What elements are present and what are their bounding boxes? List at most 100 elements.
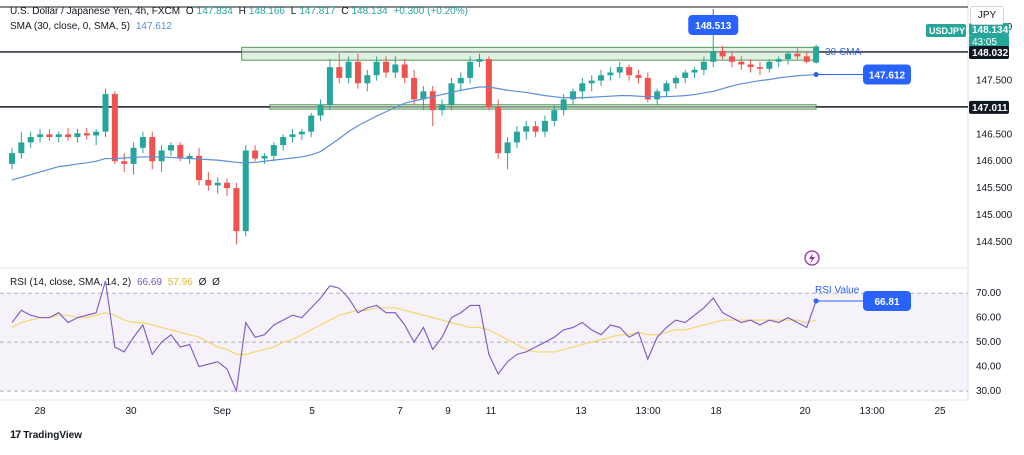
candle-body	[485, 59, 492, 108]
top-callout-bg	[688, 15, 739, 35]
event-bolt-icon	[809, 253, 815, 264]
rsi-value: 66.69	[136, 277, 162, 288]
candle-body	[261, 155, 268, 159]
candle-body	[457, 77, 464, 84]
low-value: 147.817	[299, 6, 336, 17]
currency-button[interactable]: JPY	[970, 6, 1004, 25]
candle-body	[158, 150, 165, 162]
candle-body	[401, 64, 408, 78]
rsi-tick-label: 40.00	[976, 362, 1001, 373]
rsi-tick-label: 60.00	[976, 313, 1001, 324]
candle-body	[663, 83, 670, 92]
price-tick-label: 146.000	[976, 156, 1013, 167]
time-tick-label: 20	[799, 406, 811, 417]
price-tick-label: 147.500	[976, 76, 1013, 87]
candle-body	[270, 145, 277, 156]
candle-body	[439, 104, 446, 111]
symbol-title: U.S. Dollar / Japanese Yen, 4h, FXCM	[10, 6, 181, 17]
candle-body	[570, 91, 576, 100]
time-tick-label: 25	[934, 406, 946, 417]
rsi-tick-label: 30.00	[976, 386, 1001, 397]
zone-box-1	[269, 104, 817, 110]
symbol-header: U.S. Dollar / Japanese Yen, 4h, FXCM O 14…	[10, 6, 471, 17]
candle-body	[130, 147, 137, 164]
price-tick-label: 144.500	[976, 237, 1013, 248]
rsi-tick-label: 50.00	[976, 337, 1001, 348]
candle-body	[495, 107, 502, 154]
open-value: 147.834	[196, 6, 233, 17]
candle-body	[167, 145, 174, 151]
candle-body	[541, 120, 548, 132]
candle-body	[9, 153, 15, 164]
current-price-label-bg	[969, 23, 1009, 36]
level-low-label-bg	[969, 100, 1009, 114]
candle-body	[635, 75, 642, 78]
rsi-line	[11, 280, 817, 394]
candle-body	[738, 61, 745, 65]
tradingview-brand[interactable]: 17 TradingView	[10, 429, 82, 441]
candle-body	[364, 75, 371, 84]
candle-body	[551, 110, 558, 121]
rsi-tick-label: 70.00	[976, 288, 1001, 299]
candle-body	[476, 59, 483, 62]
rsi-extra-1: Ø	[198, 277, 207, 288]
change-value: +0.300 (+0.20%)	[393, 6, 468, 17]
rsi-ma-value: 57.96	[167, 277, 193, 288]
candle-body	[18, 142, 25, 154]
candle-body	[308, 115, 315, 132]
time-tick-label: 11	[486, 406, 497, 417]
candle-body	[326, 67, 333, 105]
candle-body	[644, 77, 651, 100]
time-tick-label: 9	[445, 406, 451, 417]
candle-body	[513, 131, 520, 143]
candle-body	[785, 53, 792, 60]
candle-body	[37, 134, 44, 138]
high-value: 148.166	[248, 6, 285, 17]
sma-callout-text: 30-SMA	[825, 47, 861, 58]
candle-body	[289, 134, 296, 138]
countdown-bg	[969, 36, 1009, 47]
tradingview-logo-icon: 17	[10, 429, 21, 441]
candle-body	[672, 77, 679, 84]
high-label: H	[238, 6, 246, 17]
candle-body	[383, 61, 389, 73]
candle-body	[186, 155, 193, 159]
low-label: L	[290, 6, 297, 17]
price-tick-label: 145.500	[976, 183, 1013, 194]
candle-body	[280, 137, 287, 146]
candle-body	[214, 182, 221, 186]
candle-body	[682, 72, 689, 78]
rsi-label: RSI (14, close, SMA, 14, 2)	[10, 277, 132, 288]
sma-line	[11, 73, 817, 181]
time-tick-label: 13:00	[859, 406, 884, 417]
current-price-label: 148.134	[972, 25, 1009, 36]
candle-body	[55, 134, 62, 138]
time-tick-label: 30	[125, 406, 137, 417]
level-high-label-bg	[969, 45, 1009, 59]
time-tick-label: 28	[34, 406, 46, 417]
open-label: O	[185, 6, 194, 17]
sma-header: SMA (30, close, 0, SMA, 5) 147.612	[10, 21, 175, 32]
candle-body	[598, 75, 605, 81]
level-low-label: 147.011	[972, 103, 1008, 114]
candle-body	[252, 150, 259, 159]
price-tick-label: 146.500	[976, 129, 1013, 140]
sma-value: 147.612	[135, 21, 172, 32]
candle-body	[467, 61, 474, 78]
rsi-callout-bg	[863, 290, 911, 311]
candle-body	[242, 150, 249, 232]
candle-body	[766, 61, 773, 69]
candle-body	[775, 59, 782, 62]
price-tick-label: 145.000	[976, 210, 1013, 221]
candle-body	[710, 51, 717, 62]
candle-body	[139, 137, 146, 148]
candle-body	[121, 161, 128, 164]
rsi-header: RSI (14, close, SMA, 14, 2) 66.69 57.96 …	[10, 277, 223, 288]
time-tick-label: 7	[397, 406, 403, 417]
candle-body	[27, 137, 34, 143]
countdown-label: 43:05	[972, 37, 997, 48]
candle-body	[93, 131, 100, 136]
candle-body	[654, 91, 661, 100]
